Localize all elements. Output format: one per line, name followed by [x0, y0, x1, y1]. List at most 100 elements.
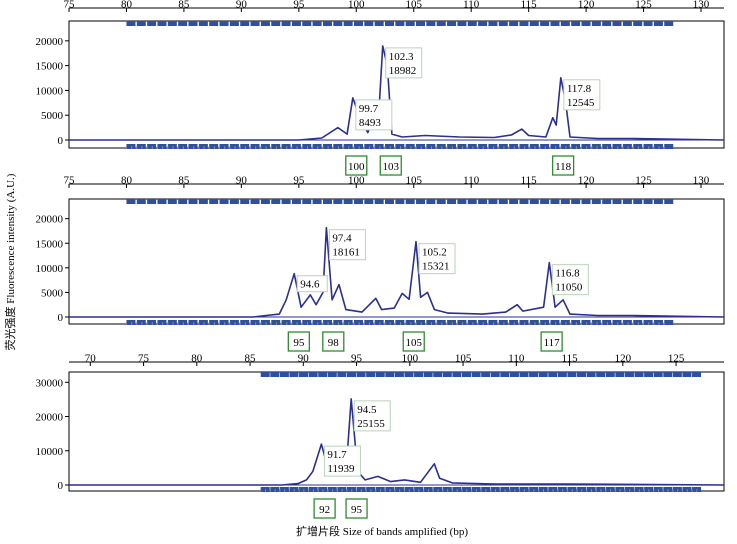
bin-marker [557, 372, 567, 377]
bin-marker [602, 320, 612, 325]
bin-marker [374, 199, 384, 204]
bin-marker [291, 144, 301, 149]
bin-marker [624, 372, 634, 377]
bin-marker [312, 144, 322, 149]
bin-marker [353, 320, 363, 325]
bin-marker [540, 320, 550, 325]
peak-height-label: 18982 [389, 65, 417, 77]
peak-label-box [323, 445, 361, 477]
bin-marker [433, 372, 443, 377]
peak-height-label: 11050 [555, 282, 583, 294]
bin-marker [488, 144, 498, 149]
bin-marker [560, 21, 570, 26]
y-tick-label: 5000 [41, 110, 64, 122]
bin-marker [353, 21, 363, 26]
bin-marker [385, 372, 395, 377]
peak-height-label: 8493 [359, 117, 382, 129]
bin-marker [538, 372, 548, 377]
x-tick-label: 90 [236, 175, 248, 187]
y-tick-label: 10000 [36, 446, 64, 458]
bin-marker [550, 144, 560, 149]
peak-label-box [551, 264, 589, 296]
bin-marker [633, 320, 643, 325]
x-tick-label: 110 [463, 0, 480, 11]
bin-marker [436, 144, 446, 149]
bin-marker [343, 320, 353, 325]
bin-marker [229, 320, 239, 325]
bin-marker [364, 21, 374, 26]
x-tick-label: 90 [298, 353, 310, 365]
bin-marker [136, 199, 146, 204]
bin-marker [509, 144, 519, 149]
bin-marker [167, 144, 177, 149]
bin-marker [509, 320, 519, 325]
bin-marker [364, 199, 374, 204]
bin-marker [343, 21, 353, 26]
bin-marker [447, 144, 457, 149]
bin-marker [498, 21, 508, 26]
bin-marker [423, 372, 433, 377]
bin-marker [209, 320, 219, 325]
fluorescence-trace [69, 45, 725, 141]
bin-marker [643, 21, 653, 26]
bin-marker [442, 372, 452, 377]
x-tick-label: 120 [615, 353, 632, 365]
bin-marker [467, 21, 477, 26]
x-tick-label: 100 [348, 0, 365, 11]
bin-marker [634, 372, 644, 377]
peak-label-box [328, 229, 366, 261]
bin-marker [571, 320, 581, 325]
bin-marker [322, 21, 332, 26]
bin-marker [147, 199, 157, 204]
x-tick-label: 110 [508, 353, 525, 365]
peak-size-label: 97.4 [332, 233, 352, 245]
bin-marker [366, 372, 376, 377]
bin-marker [416, 21, 426, 26]
bin-marker [664, 199, 674, 204]
bin-marker [327, 372, 337, 377]
bin-marker [519, 372, 529, 377]
bin-marker [374, 21, 384, 26]
peak-height-label: 12545 [567, 97, 595, 109]
bin-marker [653, 372, 663, 377]
bin-label: 118 [555, 161, 572, 173]
x-tick-label: 115 [562, 353, 579, 365]
bin-marker [281, 144, 291, 149]
x-tick-label: 70 [85, 353, 97, 365]
bin-marker [478, 320, 488, 325]
bin-marker [167, 199, 177, 204]
bin-marker [178, 144, 188, 149]
bin-marker [188, 199, 198, 204]
bin-marker [436, 21, 446, 26]
bin-marker [457, 320, 467, 325]
bin-marker [612, 21, 622, 26]
x-tick-label: 120 [578, 175, 595, 187]
bin-marker [602, 21, 612, 26]
x-tick-label: 85 [245, 353, 257, 365]
bin-marker [447, 21, 457, 26]
y-tick-label: 20000 [36, 36, 64, 48]
peak-size-label: 117.8 [567, 83, 592, 95]
bin-marker [126, 144, 136, 149]
bin-marker [498, 199, 508, 204]
y-tick-label: 10000 [36, 85, 64, 97]
bin-label: 103 [383, 161, 400, 173]
bin-marker [240, 21, 250, 26]
bin-marker [157, 21, 167, 26]
bin-marker [405, 144, 415, 149]
bin-marker [136, 144, 146, 149]
bin-marker [416, 199, 426, 204]
bin-marker [622, 199, 632, 204]
bin-marker [471, 372, 481, 377]
bin-marker [343, 199, 353, 204]
bin-marker [147, 320, 157, 325]
bin-marker [653, 320, 663, 325]
bin-marker [302, 199, 312, 204]
bin-marker [467, 199, 477, 204]
bin-marker [498, 320, 508, 325]
bin-marker [560, 199, 570, 204]
bin-marker [633, 144, 643, 149]
bin-marker [560, 320, 570, 325]
bin-marker [281, 320, 291, 325]
bin-marker [490, 372, 500, 377]
